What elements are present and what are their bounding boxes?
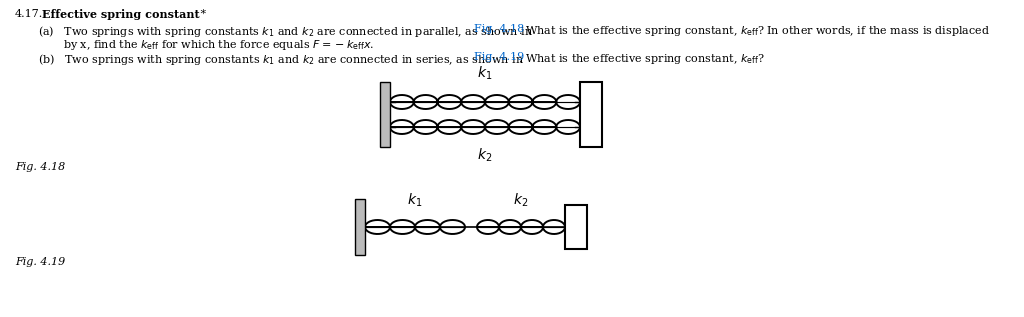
- Text: *: *: [197, 9, 206, 19]
- Bar: [355, 199, 365, 255]
- Text: Fig. 4.18: Fig. 4.18: [15, 162, 66, 172]
- Text: Fig. 4.19: Fig. 4.19: [15, 257, 66, 267]
- Text: $k_2$: $k_2$: [513, 191, 528, 209]
- Text: Fig. 4.18: Fig. 4.18: [474, 24, 524, 34]
- Text: . What is the effective spring constant, $k_{\rm eff}$?: . What is the effective spring constant,…: [518, 52, 765, 66]
- Text: (b)   Two springs with spring constants $k_1$ and $k_2$ are connected in series,: (b) Two springs with spring constants $k…: [38, 52, 524, 67]
- Text: $k_1$: $k_1$: [477, 65, 493, 82]
- Text: 4.17.: 4.17.: [15, 9, 43, 19]
- Text: . What is the effective spring constant, $k_{\rm eff}$? In other words, if the m: . What is the effective spring constant,…: [518, 24, 990, 38]
- Text: $k_1$: $k_1$: [408, 191, 423, 209]
- Bar: [380, 82, 390, 147]
- Bar: [580, 82, 602, 147]
- Text: (a)   Two springs with spring constants $k_1$ and $k_2$ are connected in paralle: (a) Two springs with spring constants $k…: [38, 24, 534, 39]
- Text: Effective spring constant: Effective spring constant: [42, 9, 200, 20]
- Text: Fig. 4.19: Fig. 4.19: [474, 52, 524, 62]
- Text: $k_2$: $k_2$: [477, 147, 493, 165]
- Text: by x, find the $k_{\rm eff}$ for which the force equals $F = -k_{\rm eff}x$.: by x, find the $k_{\rm eff}$ for which t…: [63, 38, 375, 52]
- Bar: [565, 205, 587, 249]
